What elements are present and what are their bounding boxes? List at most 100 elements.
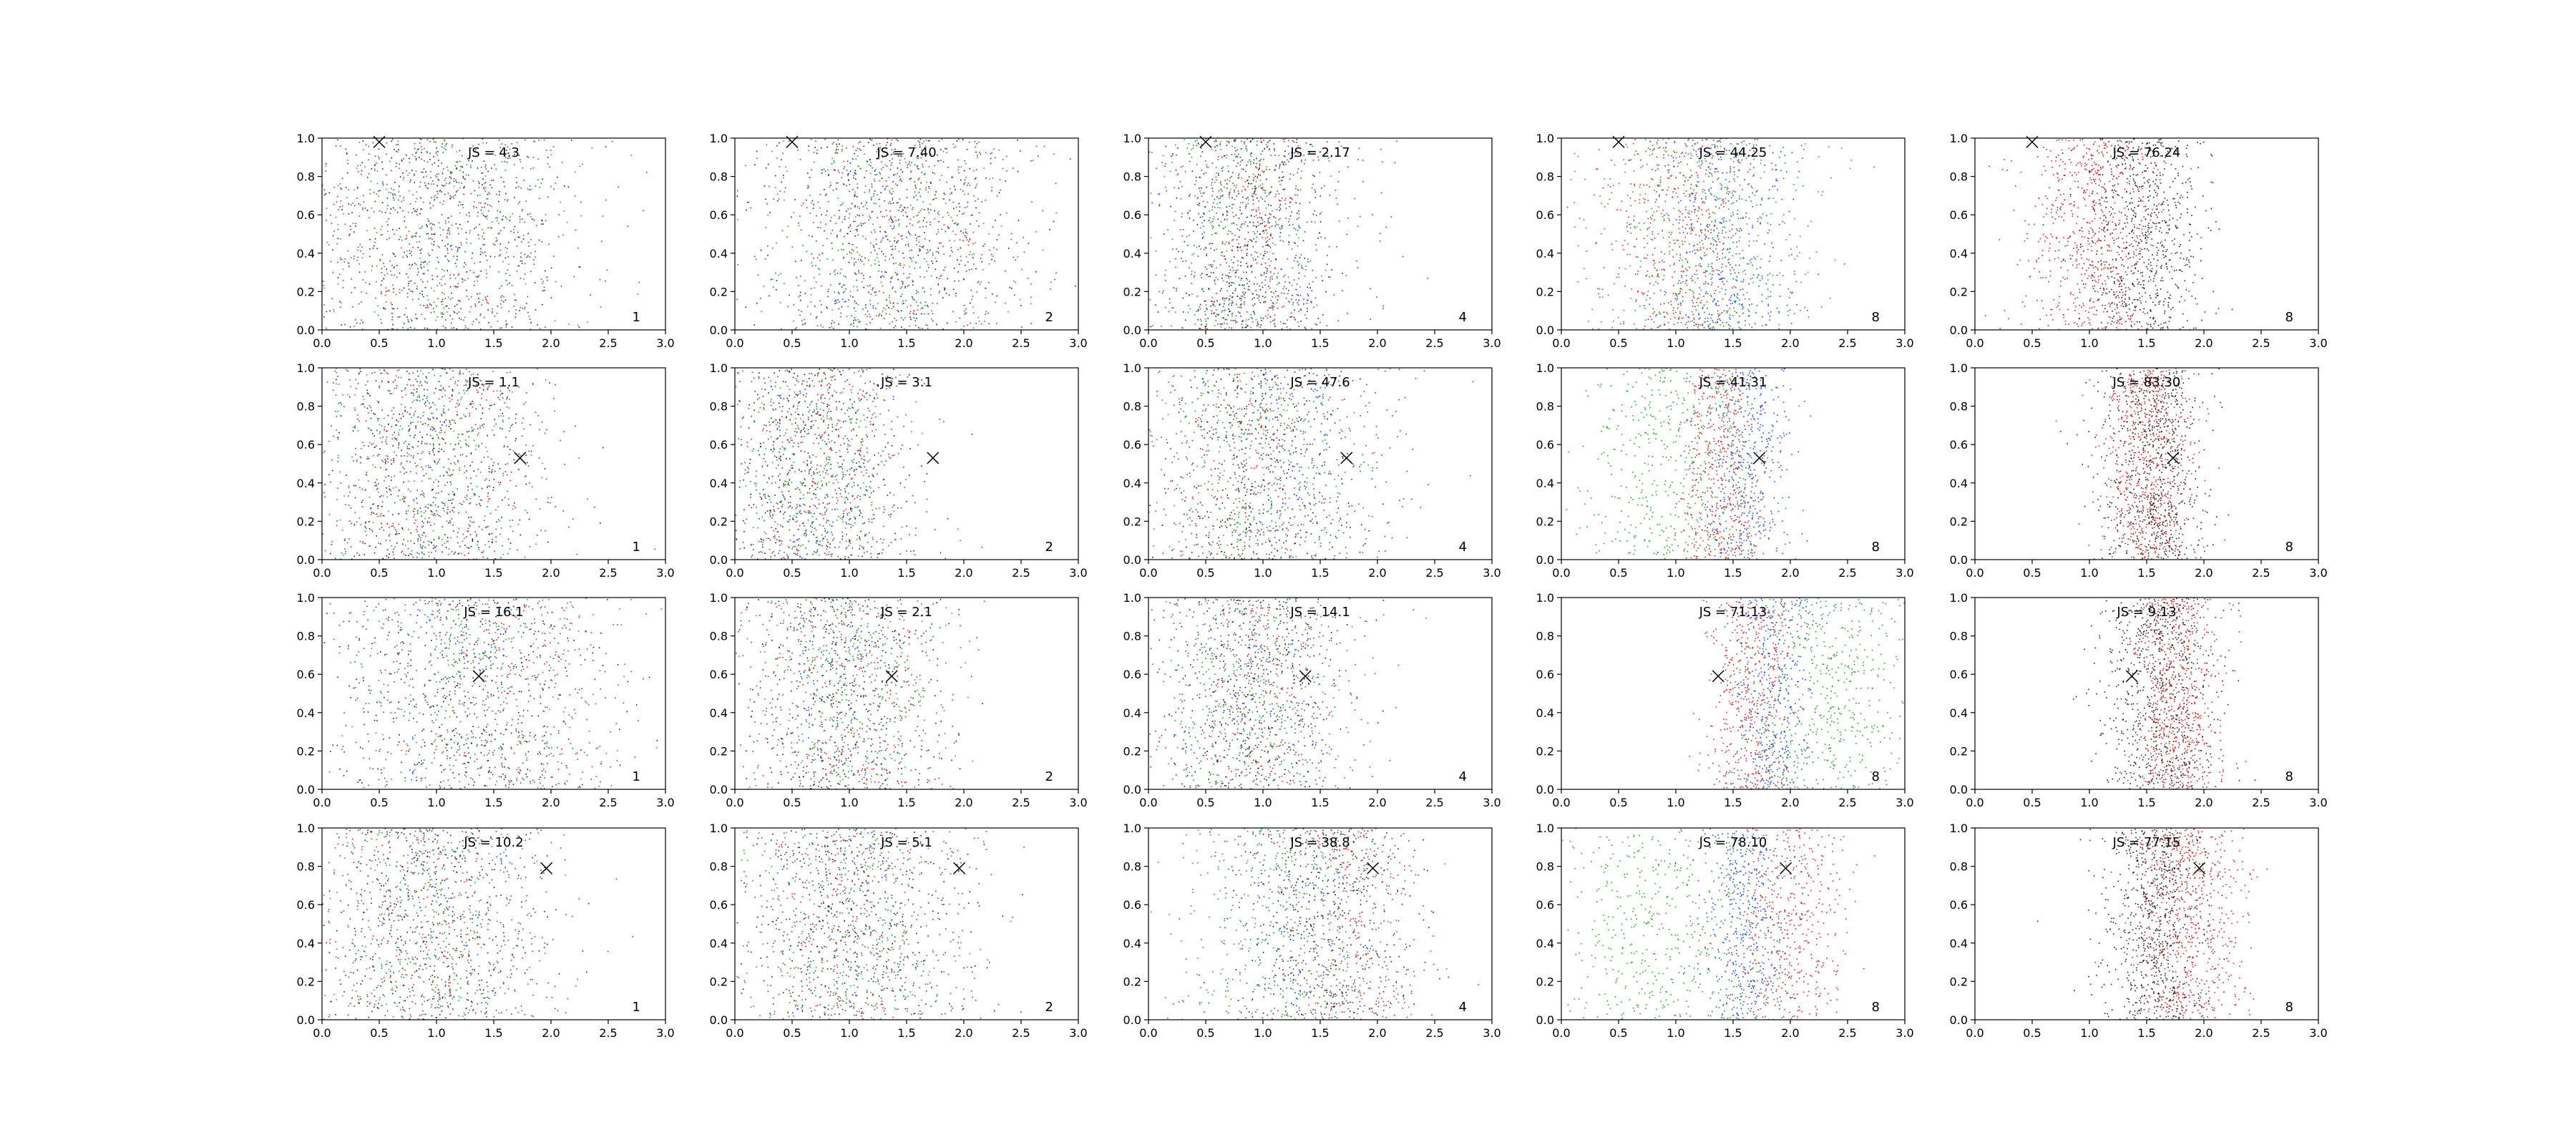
scatter-point	[1250, 254, 1252, 256]
scatter-point	[1241, 168, 1243, 170]
scatter-point	[421, 225, 423, 228]
scatter-point	[386, 239, 388, 240]
scatter-point	[1654, 247, 1656, 249]
scatter-point	[1228, 230, 1229, 232]
scatter-point	[1311, 187, 1313, 189]
scatter-point	[798, 285, 799, 286]
scatter-point	[855, 173, 857, 175]
scatter-point	[436, 147, 437, 149]
scatter-point	[1246, 150, 1248, 152]
scatter-point	[863, 145, 865, 147]
scatter-point	[1780, 260, 1782, 261]
scatter-point	[810, 301, 811, 303]
scatter-point	[1750, 200, 1752, 203]
scatter-point	[1275, 165, 1277, 166]
scatter-point	[1161, 326, 1162, 327]
scatter-point	[1173, 287, 1175, 288]
scatter-point	[1254, 190, 1256, 192]
scatter-point	[1767, 198, 1770, 200]
scatter-point	[1279, 165, 1281, 167]
scatter-point	[767, 214, 769, 216]
scatter-point	[897, 140, 899, 142]
scatter-point	[1224, 219, 1226, 220]
scatter-point	[1269, 271, 1272, 273]
scatter-point	[1691, 276, 1693, 278]
scatter-point	[501, 219, 503, 221]
scatter-point	[441, 316, 443, 318]
scatter-point	[871, 139, 873, 141]
scatter-point	[811, 169, 812, 171]
scatter-point	[431, 163, 433, 165]
scatter-point	[1717, 321, 1719, 323]
scatter-point	[406, 273, 407, 275]
scatter-point	[1308, 283, 1310, 285]
scatter-point	[1269, 192, 1272, 193]
scatter-point	[1255, 180, 1257, 182]
scatter-point	[1739, 198, 1740, 200]
scatter-point	[402, 327, 404, 328]
scatter-point	[1717, 253, 1718, 255]
scatter-point	[1292, 156, 1294, 157]
scatter-point	[516, 182, 517, 183]
scatter-point	[1211, 195, 1213, 197]
scatter-point	[497, 240, 498, 241]
scatter-point	[1722, 221, 1724, 223]
scatter-point	[962, 240, 964, 241]
scatter-point	[1262, 318, 1264, 319]
scatter-point	[910, 171, 912, 173]
scatter-point	[497, 321, 499, 322]
scatter-point	[345, 148, 347, 150]
scatter-point	[932, 199, 934, 200]
scatter-point	[1649, 297, 1651, 299]
scatter-point	[1264, 272, 1265, 273]
scatter-point	[424, 185, 426, 186]
scatter-point	[1656, 156, 1658, 158]
scatter-point	[1200, 193, 1201, 194]
scatter-point	[451, 248, 452, 250]
scatter-point	[940, 149, 942, 150]
scatter-point	[1745, 213, 1747, 214]
scatter-point	[1256, 226, 1257, 228]
y-tick-label: 1.0	[710, 132, 728, 145]
scatter-point	[1196, 311, 1197, 312]
scatter-point	[1184, 319, 1186, 321]
scatter-point	[831, 230, 834, 231]
scatter-point	[1182, 251, 1184, 253]
scatter-point	[517, 231, 519, 233]
scatter-point	[965, 177, 967, 178]
scatter-point	[906, 197, 908, 198]
scatter-point	[511, 326, 513, 328]
scatter-point	[434, 319, 436, 321]
scatter-point	[1240, 299, 1242, 301]
scatter-point	[529, 213, 531, 215]
scatter-point	[454, 306, 456, 307]
scatter-point	[1716, 259, 1718, 261]
scatter-point	[409, 253, 411, 254]
scatter-point	[439, 246, 440, 248]
scatter-point	[1244, 188, 1246, 190]
scatter-point	[1296, 233, 1297, 235]
scatter-point	[1259, 289, 1262, 291]
scatter-point	[1254, 233, 1256, 235]
scatter-point	[458, 311, 460, 313]
scatter-point	[908, 277, 909, 278]
scatter-point	[821, 169, 823, 171]
scatter-point	[1258, 294, 1260, 296]
scatter-point	[1603, 267, 1605, 268]
scatter-point	[919, 245, 921, 247]
scatter-point	[1698, 160, 1700, 162]
scatter-point	[857, 206, 859, 208]
scatter-point	[1328, 160, 1330, 162]
scatter-point	[919, 226, 921, 228]
scatter-point	[1226, 183, 1228, 185]
scatter-point	[910, 318, 912, 321]
scatter-point	[396, 276, 398, 278]
scatter-point	[1194, 183, 1196, 185]
scatter-point	[1736, 312, 1737, 313]
scatter-point	[1205, 321, 1207, 322]
scatter-point	[1182, 327, 1184, 329]
scatter-point	[1272, 302, 1274, 303]
scatter-point	[872, 210, 874, 213]
scatter-point	[374, 164, 376, 166]
scatter-point	[399, 176, 401, 177]
